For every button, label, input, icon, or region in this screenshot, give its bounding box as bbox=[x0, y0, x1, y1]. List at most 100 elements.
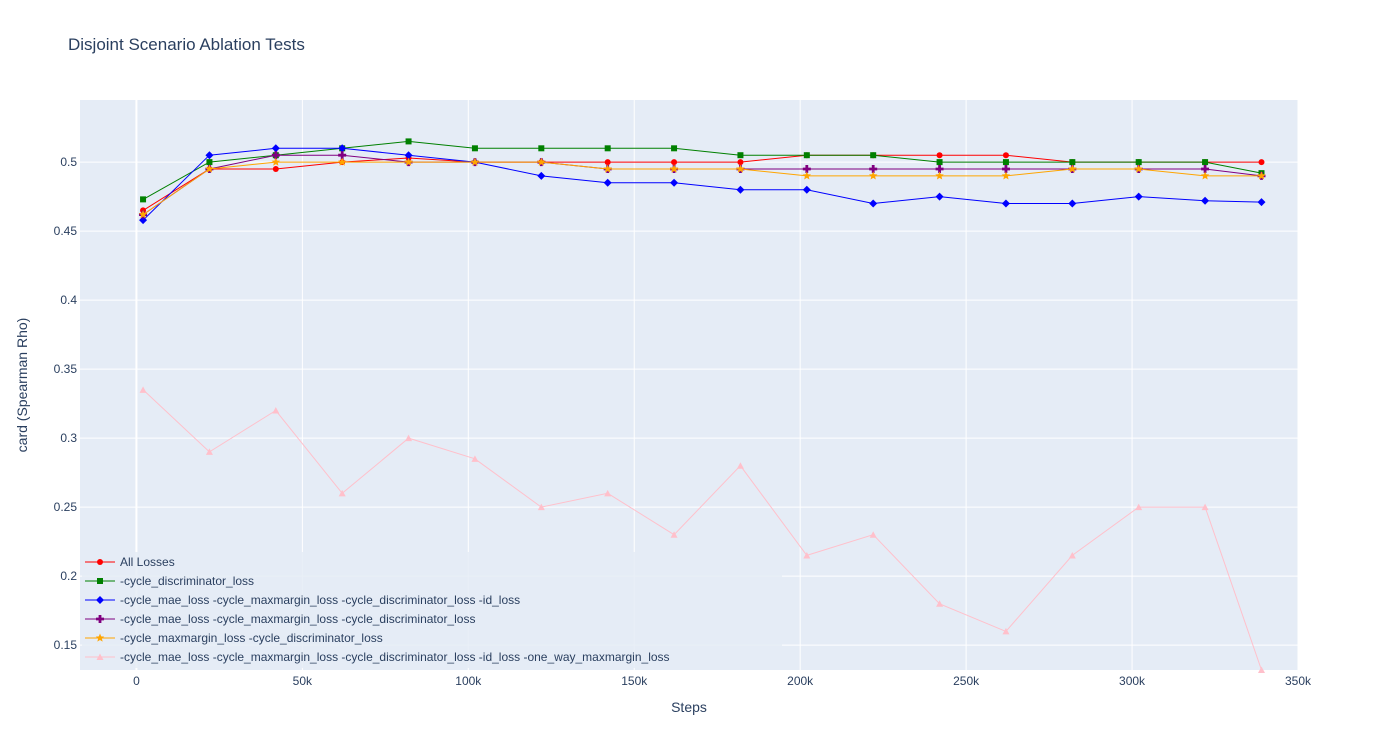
data-point bbox=[736, 164, 745, 173]
data-point bbox=[1201, 196, 1210, 205]
legend-swatch-marker bbox=[97, 559, 103, 565]
legend-item[interactable]: -cycle_mae_loss -cycle_maxmargin_loss -c… bbox=[85, 612, 475, 626]
legend-label: -cycle_discriminator_loss bbox=[120, 574, 254, 588]
data-point bbox=[337, 157, 347, 166]
data-point bbox=[935, 192, 944, 201]
data-point bbox=[936, 152, 943, 159]
legend-background bbox=[82, 552, 782, 668]
y-tick-label: 0.5 bbox=[60, 155, 77, 169]
y-tick-label: 0.4 bbox=[60, 293, 77, 307]
data-point bbox=[338, 489, 346, 497]
x-axis-title: Steps bbox=[671, 699, 707, 715]
data-point bbox=[670, 531, 678, 538]
data-point bbox=[1257, 171, 1266, 180]
data-point bbox=[470, 157, 480, 166]
data-point bbox=[604, 159, 611, 166]
y-tick-label: 0.25 bbox=[54, 500, 78, 514]
y-tick-label: 0.15 bbox=[54, 638, 78, 652]
data-point bbox=[140, 196, 147, 203]
data-point bbox=[802, 165, 811, 174]
series-5 bbox=[139, 386, 1265, 673]
data-point bbox=[537, 171, 546, 180]
data-point bbox=[736, 462, 744, 469]
data-point bbox=[537, 157, 546, 166]
data-point bbox=[1135, 159, 1142, 166]
x-tick-label: 50k bbox=[293, 674, 313, 688]
data-point bbox=[338, 151, 347, 160]
legend-item[interactable]: -cycle_discriminator_loss bbox=[85, 574, 254, 588]
x-tick-label: 200k bbox=[787, 674, 814, 688]
chart-title: Disjoint Scenario Ablation Tests bbox=[68, 35, 305, 54]
data-point bbox=[604, 489, 612, 497]
data-point bbox=[138, 210, 148, 219]
series-layer bbox=[138, 138, 1266, 673]
y-tick-label: 0.35 bbox=[54, 362, 78, 376]
data-point bbox=[1002, 159, 1009, 166]
data-point bbox=[669, 164, 679, 173]
data-point bbox=[1135, 503, 1143, 511]
legend-swatch-marker bbox=[95, 633, 105, 642]
data-point bbox=[1134, 192, 1143, 201]
x-tick-label: 350k bbox=[1285, 674, 1312, 688]
data-point bbox=[471, 455, 479, 462]
legend[interactable]: All Losses -cycle_discriminator_loss -cycl… bbox=[82, 552, 782, 668]
data-point bbox=[471, 145, 478, 152]
data-point bbox=[1002, 152, 1009, 159]
data-point bbox=[205, 448, 213, 455]
data-point bbox=[802, 171, 812, 180]
data-point bbox=[1257, 666, 1265, 673]
legend-item[interactable]: -cycle_mae_loss -cycle_maxmargin_loss -c… bbox=[85, 650, 670, 664]
data-point bbox=[139, 216, 148, 225]
data-point bbox=[670, 178, 679, 187]
data-point bbox=[338, 144, 347, 153]
data-point bbox=[1134, 164, 1143, 173]
data-point bbox=[803, 152, 810, 159]
data-point bbox=[1202, 159, 1209, 166]
data-point bbox=[936, 159, 943, 166]
legend-item[interactable]: -cycle_maxmargin_loss -cycle_discriminat… bbox=[85, 631, 383, 645]
data-point bbox=[272, 407, 280, 414]
data-point bbox=[271, 151, 280, 160]
data-point bbox=[736, 185, 745, 194]
legend-label: -cycle_mae_loss -cycle_maxmargin_loss -c… bbox=[120, 593, 520, 607]
data-point bbox=[405, 138, 412, 145]
x-tick-label: 300k bbox=[1119, 674, 1146, 688]
y-tick-label: 0.3 bbox=[60, 431, 77, 445]
legend-swatch-marker bbox=[96, 653, 104, 660]
y-tick-label: 0.2 bbox=[60, 569, 77, 583]
series-4 bbox=[138, 157, 1266, 219]
data-point bbox=[205, 164, 214, 173]
x-tick-label: 0 bbox=[133, 674, 140, 688]
data-point bbox=[1002, 627, 1010, 635]
legend-item[interactable]: -cycle_mae_loss -cycle_maxmargin_loss -c… bbox=[85, 593, 520, 607]
data-point bbox=[869, 199, 878, 208]
data-point bbox=[404, 157, 413, 166]
legend-swatch-marker bbox=[96, 615, 104, 623]
data-point bbox=[404, 151, 413, 160]
legend-item[interactable]: All Losses bbox=[85, 555, 175, 569]
legend-swatch-marker bbox=[96, 596, 104, 604]
legend-label: -cycle_maxmargin_loss -cycle_discriminat… bbox=[120, 631, 383, 645]
data-point bbox=[935, 165, 944, 174]
y-axis-ticks: 0.15 0.2 0.25 0.3 0.35 0.4 0.45 0.5 bbox=[54, 155, 78, 652]
data-point bbox=[538, 145, 545, 152]
data-point bbox=[139, 386, 147, 393]
x-tick-label: 250k bbox=[953, 674, 980, 688]
data-point bbox=[671, 145, 678, 152]
data-point bbox=[869, 531, 877, 538]
series-line bbox=[142, 161, 1262, 216]
data-point bbox=[802, 185, 811, 194]
legend-label: All Losses bbox=[120, 555, 175, 569]
data-point bbox=[1257, 198, 1266, 207]
data-point bbox=[271, 157, 281, 166]
data-point bbox=[1068, 164, 1077, 173]
data-point bbox=[206, 159, 213, 166]
data-point bbox=[1069, 159, 1076, 166]
data-point bbox=[1068, 551, 1076, 559]
x-tick-label: 100k bbox=[455, 674, 482, 688]
data-point bbox=[1068, 199, 1077, 208]
data-point bbox=[1201, 165, 1210, 174]
series-2 bbox=[139, 144, 1266, 225]
data-point bbox=[936, 600, 944, 607]
data-point bbox=[405, 434, 413, 442]
